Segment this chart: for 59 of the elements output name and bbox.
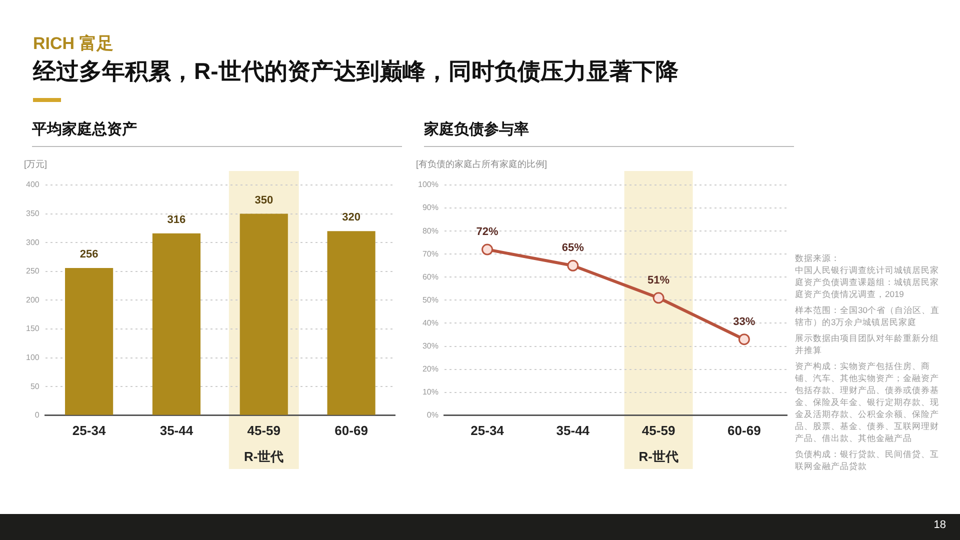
band-label: R-世代 xyxy=(638,449,678,464)
x-tick-label: 35-44 xyxy=(160,422,194,438)
y-tick-label: 10% xyxy=(422,388,438,397)
point xyxy=(567,260,579,272)
bar xyxy=(65,268,114,415)
text: 18 xyxy=(934,519,946,531)
y-axis-title: [有负债的家庭占所有家庭的比例] xyxy=(416,158,548,169)
source-note: 数据来源： xyxy=(795,252,841,264)
x-tick-label: 45-59 xyxy=(642,422,676,438)
y-tick-label: 40% xyxy=(422,318,438,328)
y-tick-label: 300 xyxy=(26,238,40,247)
text: 样本范围：全国30个省（自治区、直辖市）的3万余户城镇居民家庭 xyxy=(795,304,940,328)
y-tick-label: 0% xyxy=(426,410,438,420)
point xyxy=(738,334,750,346)
y-tick-label: 250 xyxy=(26,266,40,276)
data-label: 320 xyxy=(342,212,360,224)
y-tick-label: 0 xyxy=(34,410,40,420)
y-tick-label: 200 xyxy=(26,295,40,304)
y-tick-label: 90% xyxy=(422,203,438,212)
data-label: 350 xyxy=(254,194,274,206)
band-label: R-世代 xyxy=(244,449,284,464)
point xyxy=(482,244,494,256)
text: 资产构成：实物资产包括住房、商铺、汽车、其他实物资产；金融资产包括存款、理财产品、债券或债券基金、保险及年金、银行定期存款、现金及活期存款、公积金余额、保险产品、股票、基金、债券、互联网理财产品、借出款、其他金融产品 xyxy=(795,360,940,444)
x-tick-label: 60-69 xyxy=(334,422,368,438)
y-tick-label: 60% xyxy=(422,272,438,282)
data-label: 72% xyxy=(476,226,498,238)
y-tick-label: 150 xyxy=(26,324,40,334)
x-tick-label: 60-69 xyxy=(728,422,761,438)
y-tick-label: 30% xyxy=(422,341,438,350)
y-tick-label: 70% xyxy=(422,249,438,258)
text: RICH 富足 xyxy=(33,33,114,55)
data-label: 65% xyxy=(562,242,584,254)
y-tick-label: 350 xyxy=(26,209,40,218)
text: 负债构成：银行贷款、民间借贷、互联网金融产品贷款 xyxy=(795,448,940,472)
x-tick-label: 25-34 xyxy=(470,422,505,438)
chart-title: 平均家庭总资产 xyxy=(31,120,138,140)
bar xyxy=(240,214,288,415)
data-label: 256 xyxy=(80,248,98,260)
text: 中国人民银行调查统计司城镇居民家庭资产负债调查课题组：城镇居民家庭资产负债情况调查，2019 xyxy=(795,264,940,300)
point xyxy=(652,292,664,304)
y-tick-label: 50% xyxy=(422,295,438,304)
y-tick-label: 100% xyxy=(418,180,438,190)
x-tick-label: 35-44 xyxy=(556,422,590,438)
text: 经过多年积累，R-世代的资产达到巅峰，同时负债压力显著下降 xyxy=(33,57,678,86)
x-tick-label: 25-34 xyxy=(72,422,106,438)
y-tick-label: 400 xyxy=(26,180,40,190)
data-label: 316 xyxy=(167,214,186,226)
bar xyxy=(152,233,201,415)
x-tick-label: 45-59 xyxy=(247,422,281,438)
text: 展示数据由项目团队对年龄重新分组并推算 xyxy=(795,332,940,356)
data-label: 51% xyxy=(648,274,670,286)
y-tick-label: 50 xyxy=(30,382,40,391)
chart-title: 家庭负债参与率 xyxy=(423,120,530,140)
y-axis-title: [万元] xyxy=(24,158,48,169)
data-label: 33% xyxy=(733,316,756,328)
y-tick-label: 100 xyxy=(26,353,40,362)
y-tick-label: 80% xyxy=(422,226,438,236)
bar xyxy=(327,231,376,415)
y-tick-label: 20% xyxy=(422,364,438,374)
